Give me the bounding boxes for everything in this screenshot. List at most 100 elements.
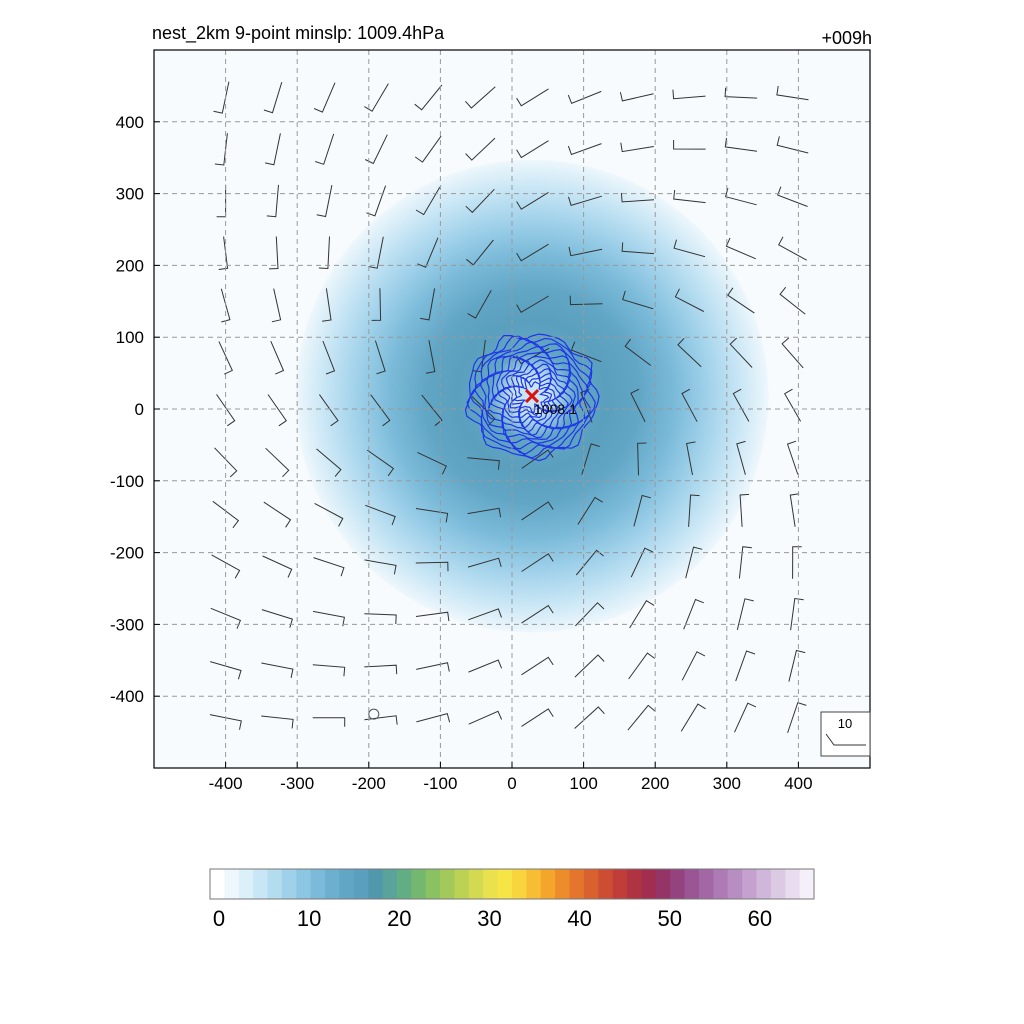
colorbar <box>209 868 815 900</box>
open-circle-marker <box>368 708 380 720</box>
wind-barb <box>415 186 441 216</box>
colorbar-swatch <box>281 869 297 899</box>
wind-barb <box>370 394 391 427</box>
colorbar-swatch <box>555 869 571 899</box>
x-tick-label: 200 <box>641 774 669 793</box>
wind-barb <box>374 340 386 375</box>
wind-barb <box>364 715 398 725</box>
wind-barb <box>620 192 655 203</box>
wind-barb <box>629 600 655 629</box>
colorbar-swatch <box>583 869 599 899</box>
core-contour <box>474 340 589 450</box>
wind-barb <box>421 394 443 427</box>
wind-barb <box>739 493 750 527</box>
wind-barb <box>214 133 228 166</box>
wind-barb <box>414 135 442 163</box>
colorbar-swatch <box>698 869 714 899</box>
wind-barb <box>318 236 330 270</box>
wind-barb <box>516 88 549 107</box>
wind-barb <box>521 449 554 469</box>
inner-core-contours <box>464 333 600 462</box>
wind-barb <box>465 188 495 214</box>
wind-barb <box>779 286 806 315</box>
wind-barb <box>581 443 600 475</box>
wind-barb <box>784 388 802 422</box>
wind-barb <box>262 555 293 578</box>
colorbar-swatch <box>497 869 513 899</box>
wind-barb <box>312 664 346 677</box>
reference-vector-box: 10 <box>820 711 871 757</box>
wind-barb <box>673 140 706 150</box>
wind-barb <box>516 191 549 210</box>
colorbar-swatch <box>742 869 758 899</box>
wind-barb <box>313 82 336 113</box>
wind-barb <box>725 237 756 260</box>
wind-barb <box>214 447 238 478</box>
wind-barb <box>271 288 282 323</box>
colorbar-swatch <box>569 869 585 899</box>
wind-barb <box>364 664 398 675</box>
wind-barb <box>212 500 240 529</box>
wind-barb <box>366 449 395 477</box>
x-tick-label: -200 <box>352 774 386 793</box>
reference-vector-arrow <box>825 733 866 746</box>
wind-barb <box>312 610 345 627</box>
wind-barb <box>467 457 500 470</box>
colorbar-swatch <box>612 869 628 899</box>
wind-barb <box>621 242 655 255</box>
wind-barb <box>680 703 706 732</box>
wind-barb <box>468 608 502 621</box>
colorbar-tick-label: 10 <box>297 906 321 931</box>
wind-barb <box>425 340 436 374</box>
wind-barb <box>468 710 503 725</box>
wind-barb <box>318 394 339 427</box>
wind-barb <box>270 341 285 375</box>
wind-barb <box>788 649 806 682</box>
wind-barb <box>575 549 604 576</box>
storm-center: 1008.1 <box>524 389 577 417</box>
wind-barb <box>686 441 696 476</box>
y-tick-label: 100 <box>116 328 144 347</box>
colorbar-swatch <box>483 869 499 899</box>
colorbar-swatch <box>598 869 614 899</box>
colorbar-swatch <box>440 869 456 899</box>
wind-barb <box>467 557 502 568</box>
wind-barb <box>516 140 549 159</box>
wind-barb <box>316 185 333 218</box>
colorbar-swatch <box>468 869 484 899</box>
wind-barb <box>574 654 605 678</box>
y-tick-label: 200 <box>116 256 144 275</box>
wind-barb <box>210 607 242 629</box>
wind-barb <box>736 598 754 631</box>
core-contour <box>464 333 600 462</box>
wind-barb <box>776 136 809 154</box>
colorbar-tick-label: 30 <box>477 906 501 931</box>
wind-barb <box>683 598 704 630</box>
wind-barb <box>778 236 807 261</box>
wind-barb <box>414 84 443 111</box>
wind-barb <box>786 440 799 475</box>
wind-barb <box>516 295 549 313</box>
colorbar-swatch <box>396 869 412 899</box>
wind-barb <box>268 236 279 270</box>
wind-barb <box>521 604 554 624</box>
colorbar-tick-label: 20 <box>387 906 411 931</box>
wind-barb <box>569 295 603 306</box>
wind-barb <box>220 288 231 323</box>
wind-barb <box>216 394 236 427</box>
wind-barb <box>574 706 605 729</box>
wind-barb <box>365 504 396 526</box>
wind-barb <box>322 340 336 375</box>
wind-barb <box>633 494 651 527</box>
wind-barb <box>416 712 451 723</box>
wind-barb <box>577 496 603 525</box>
colorbar-swatch <box>339 869 355 899</box>
wind-barb <box>364 613 397 625</box>
wind-barb <box>732 388 750 422</box>
wind-barb <box>516 243 549 262</box>
y-tick-label: -200 <box>110 544 144 563</box>
core-contour <box>480 345 585 444</box>
wind-barb <box>620 142 654 153</box>
wind-barb <box>630 388 646 423</box>
